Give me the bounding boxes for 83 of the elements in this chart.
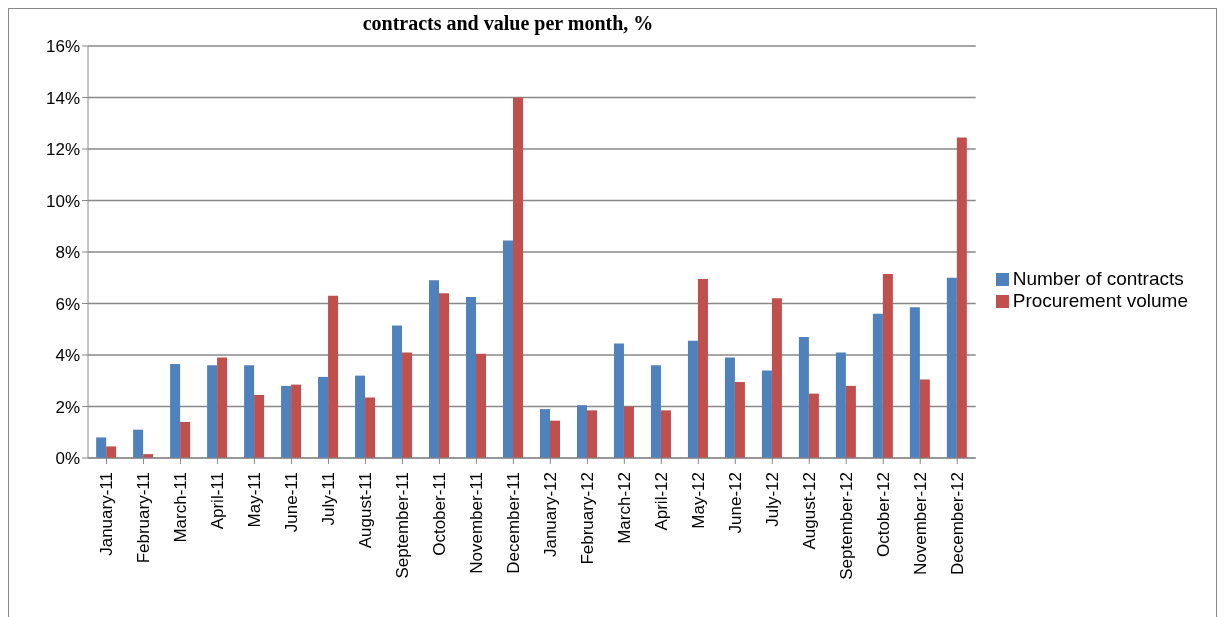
x-tick-label: January-11 xyxy=(97,472,117,556)
y-tick-label: 2% xyxy=(55,397,80,417)
y-tick-label: 8% xyxy=(55,243,80,263)
bar xyxy=(660,410,671,458)
bar xyxy=(392,325,403,458)
x-tick-label: February-11 xyxy=(134,472,154,564)
x-tick-label: May-12 xyxy=(689,472,709,529)
bar xyxy=(872,313,883,458)
bar xyxy=(909,307,920,458)
x-tick-label: December-11 xyxy=(504,472,524,574)
y-tick-label: 4% xyxy=(55,346,80,366)
x-tick-label: November-12 xyxy=(911,472,931,575)
bar xyxy=(724,357,735,458)
bar xyxy=(439,293,450,458)
bar xyxy=(956,137,967,458)
y-tick-label: 6% xyxy=(55,294,80,314)
bar xyxy=(96,437,107,458)
x-tick-label: July-12 xyxy=(763,472,783,527)
bar xyxy=(476,353,487,458)
bar xyxy=(466,297,477,458)
bar xyxy=(513,97,523,458)
bar xyxy=(217,357,228,458)
x-tick-label: December-12 xyxy=(948,472,968,575)
bar xyxy=(882,273,893,458)
bar xyxy=(835,352,846,458)
x-tick-label: March-12 xyxy=(615,472,635,544)
x-tick-label: September-11 xyxy=(393,472,413,579)
bar xyxy=(687,340,698,458)
x-tick-label: August-11 xyxy=(356,472,376,549)
x-tick-label: May-11 xyxy=(245,472,265,528)
bar xyxy=(808,393,819,458)
bar xyxy=(355,375,366,458)
bar xyxy=(402,352,413,458)
bar xyxy=(845,385,856,458)
x-tick-label: June-12 xyxy=(726,472,746,534)
y-tick-label: 12% xyxy=(45,140,80,160)
chart-title: contracts and value per month, % xyxy=(361,11,655,37)
bar xyxy=(365,397,376,458)
bar xyxy=(734,382,745,458)
bar xyxy=(244,365,255,458)
x-tick-label: February-12 xyxy=(578,472,598,565)
bar xyxy=(919,379,930,458)
legend-label: Number of contracts xyxy=(1012,268,1184,289)
bar xyxy=(586,410,597,458)
bar xyxy=(549,420,560,458)
bar xyxy=(697,279,708,458)
x-tick-label: January-12 xyxy=(541,472,561,558)
y-tick-label: 14% xyxy=(45,88,80,108)
bar xyxy=(254,394,265,458)
y-tick-label: 0% xyxy=(55,449,80,469)
y-tick-label: 10% xyxy=(45,191,80,211)
x-tick-label: July-11 xyxy=(319,472,339,526)
bar xyxy=(539,409,550,458)
bar xyxy=(429,280,440,458)
bar xyxy=(318,376,329,458)
x-tick-label: March-11 xyxy=(171,472,191,543)
x-tick-label: April-11 xyxy=(208,472,228,530)
bar xyxy=(133,429,144,458)
bar xyxy=(106,446,117,458)
x-tick-label: October-12 xyxy=(874,472,894,558)
bar xyxy=(623,406,634,458)
bar xyxy=(291,384,302,458)
bar xyxy=(328,295,339,458)
x-tick-label: October-11 xyxy=(430,472,450,556)
bar xyxy=(207,365,218,458)
x-tick-label: September-12 xyxy=(837,472,857,580)
bar xyxy=(650,365,661,458)
bar xyxy=(503,240,513,458)
x-tick-label: April-12 xyxy=(652,472,672,531)
bar xyxy=(761,370,772,458)
bar xyxy=(771,298,782,458)
bar xyxy=(180,421,191,458)
x-tick-label: August-12 xyxy=(800,472,820,550)
x-tick-label: June-11 xyxy=(282,472,302,533)
bar xyxy=(576,405,587,458)
bar xyxy=(613,343,624,458)
legend-label: Procurement volume xyxy=(1012,290,1188,311)
bar xyxy=(281,385,292,458)
bar xyxy=(946,277,957,458)
bar xyxy=(798,336,809,458)
y-tick-label: 16% xyxy=(45,37,80,57)
x-tick-label: November-11 xyxy=(467,472,487,574)
bar xyxy=(170,364,181,458)
